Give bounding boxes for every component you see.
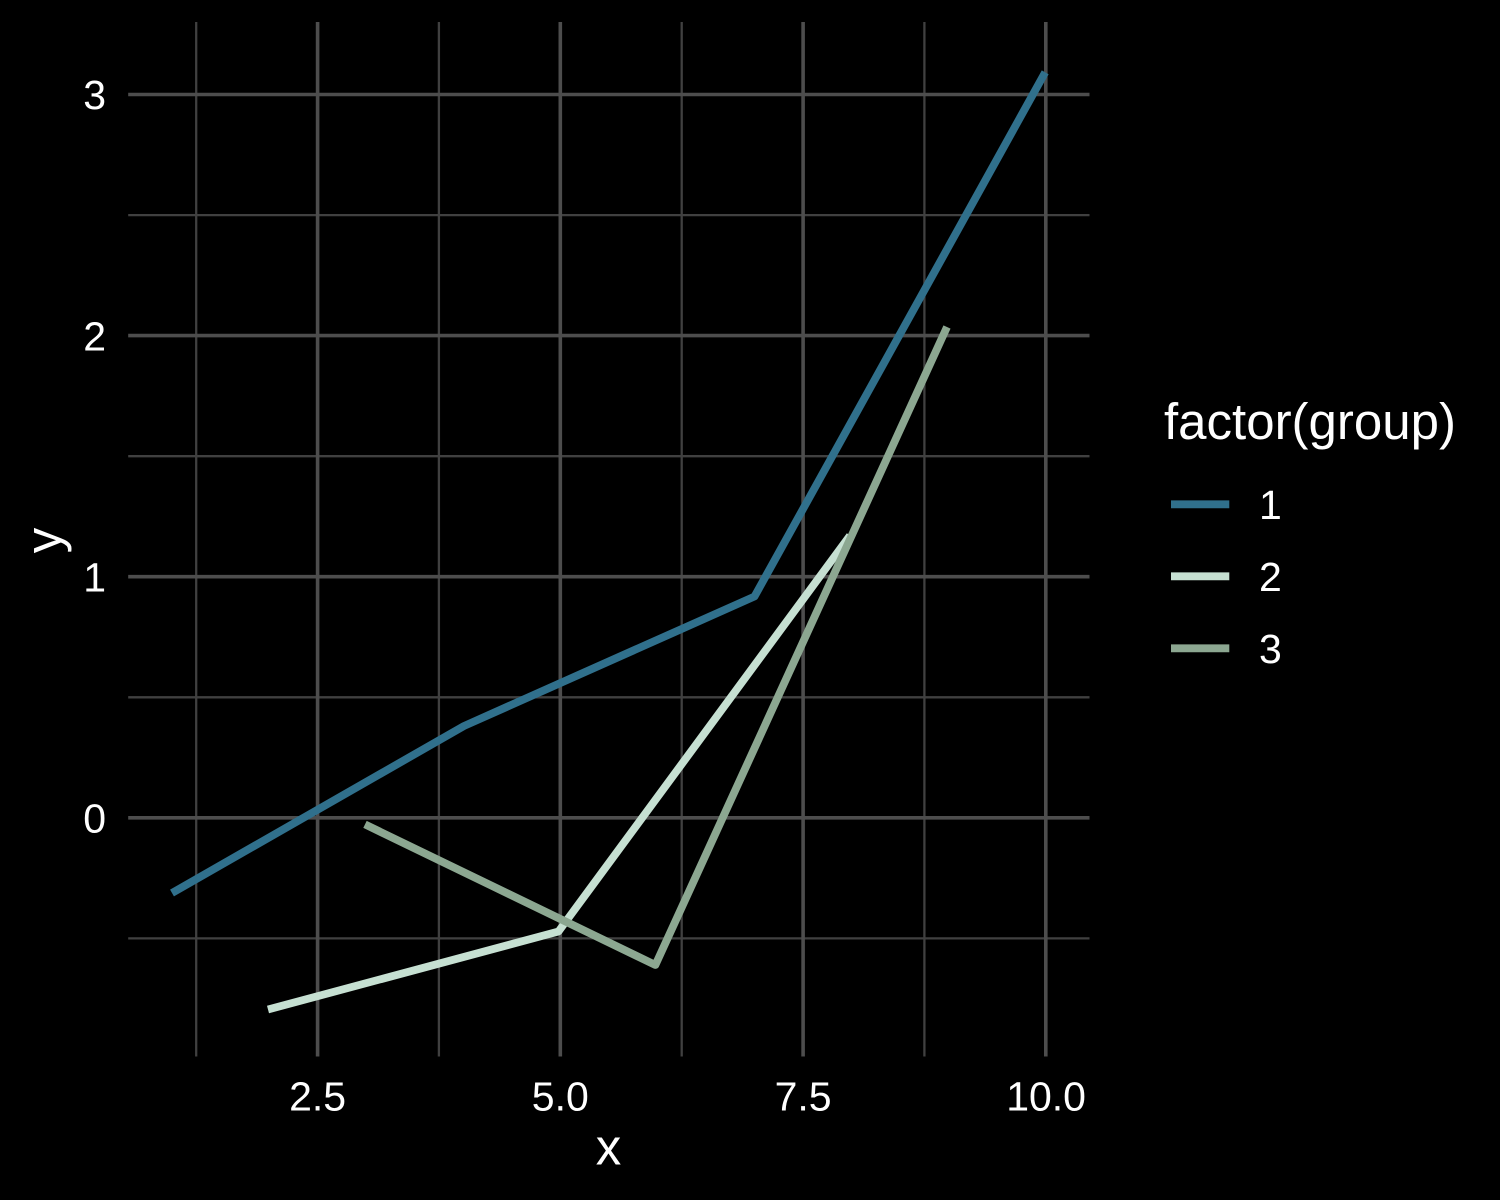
svg-text:3: 3 [1259,626,1282,672]
svg-text:2: 2 [1259,554,1282,600]
svg-text:1: 1 [1259,482,1282,528]
svg-text:1: 1 [83,554,106,600]
svg-text:y: y [15,527,72,553]
svg-text:2: 2 [83,313,106,359]
svg-text:0: 0 [83,796,106,842]
svg-text:x: x [596,1119,622,1176]
svg-text:3: 3 [83,72,106,118]
svg-text:10.0: 10.0 [1006,1074,1086,1120]
svg-text:2.5: 2.5 [289,1074,346,1120]
svg-text:7.5: 7.5 [775,1074,832,1120]
svg-text:5.0: 5.0 [532,1074,589,1120]
svg-text:factor(group): factor(group) [1164,393,1456,450]
